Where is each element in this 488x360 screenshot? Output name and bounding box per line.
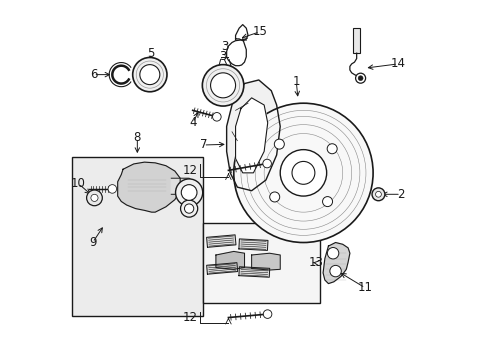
Polygon shape: [171, 178, 192, 194]
Circle shape: [329, 265, 341, 277]
Text: 9: 9: [89, 236, 96, 249]
Circle shape: [140, 64, 160, 85]
Text: 12: 12: [183, 164, 197, 177]
Circle shape: [180, 200, 197, 217]
Polygon shape: [235, 98, 267, 173]
Circle shape: [202, 64, 244, 106]
Circle shape: [91, 194, 98, 202]
Circle shape: [132, 58, 166, 92]
Circle shape: [212, 113, 221, 121]
Text: 13: 13: [308, 256, 323, 269]
Circle shape: [371, 188, 384, 201]
Polygon shape: [239, 267, 269, 277]
Circle shape: [322, 197, 332, 207]
Text: 2: 2: [396, 188, 404, 201]
Circle shape: [326, 248, 338, 259]
Text: 14: 14: [390, 57, 405, 71]
Text: 11: 11: [357, 282, 372, 294]
Circle shape: [233, 103, 372, 243]
Polygon shape: [239, 239, 267, 251]
Circle shape: [291, 161, 314, 184]
Bar: [72, 157, 203, 316]
Polygon shape: [226, 80, 280, 191]
Polygon shape: [206, 235, 236, 247]
Circle shape: [184, 204, 193, 213]
Bar: [353, 28, 359, 53]
Polygon shape: [118, 162, 180, 212]
Circle shape: [210, 73, 235, 98]
Text: 8: 8: [133, 131, 141, 144]
Circle shape: [108, 185, 116, 193]
Text: 1: 1: [292, 75, 300, 88]
Polygon shape: [216, 251, 244, 269]
Polygon shape: [206, 263, 237, 274]
Text: 12: 12: [183, 311, 197, 324]
Text: 6: 6: [89, 68, 97, 81]
Circle shape: [263, 310, 271, 318]
Text: 3: 3: [219, 50, 226, 63]
Text: 5: 5: [147, 47, 154, 60]
Circle shape: [357, 76, 363, 81]
Circle shape: [274, 139, 284, 149]
Text: 3: 3: [221, 40, 228, 53]
Circle shape: [175, 179, 203, 206]
Circle shape: [280, 150, 326, 196]
Text: 7: 7: [199, 139, 207, 152]
Circle shape: [355, 73, 365, 83]
Circle shape: [269, 192, 279, 202]
Circle shape: [86, 190, 102, 206]
Circle shape: [326, 144, 337, 154]
Text: 4: 4: [188, 116, 196, 129]
Text: 15: 15: [252, 25, 267, 38]
Circle shape: [262, 159, 271, 168]
Circle shape: [375, 192, 381, 197]
Text: 10: 10: [71, 177, 86, 190]
Polygon shape: [251, 253, 280, 270]
Circle shape: [181, 185, 197, 201]
Polygon shape: [323, 243, 349, 284]
Bar: [203, 223, 319, 303]
